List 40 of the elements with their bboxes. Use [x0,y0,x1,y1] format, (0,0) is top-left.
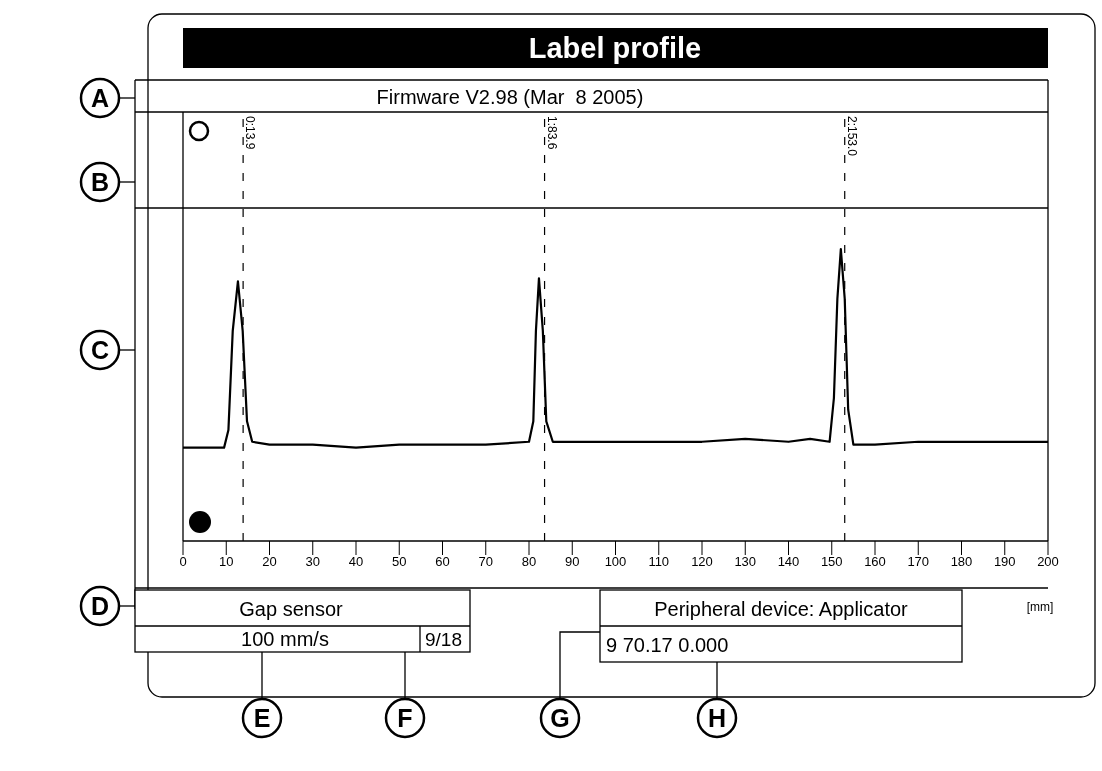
text: 9 70.17 0.000 [606,634,729,656]
x-tick-label: 150 [820,554,843,570]
x-tick-label: 40 [348,554,364,570]
x-tick-label: 50 [392,554,407,570]
chart-title: Label profile [528,32,702,64]
callout-pointer: F [384,651,426,739]
x-tick-label: 170 [907,554,930,570]
x-tick-label: 180 [950,554,973,570]
x-tick-label: 70 [478,554,493,570]
x-tick-label: 160 [864,554,886,570]
x-tick-label: 130 [734,554,757,570]
callout-pointer: E [241,651,283,739]
text: Peripheral device: Applicator [654,598,909,620]
x-tick-label: 90 [565,554,580,570]
callout-pointer: C [79,329,136,371]
text: 9/18 [425,629,462,650]
x-tick-label: 110 [648,554,670,570]
chart-subtitle: Firmware V2.98 (Mar 8 2005) [376,86,644,108]
x-tick-label: 120 [691,554,713,570]
callout-pointer: B [79,161,136,203]
text: Gap sensor [239,598,344,620]
x-tick-label: 20 [262,554,277,570]
x-tick-label: 0 [179,554,187,570]
ref-line-label: 2:153.0 [844,116,859,157]
x-tick-label: 10 [219,554,234,570]
text: 100 mm/s [241,628,329,650]
callout-pointer: D [79,585,136,627]
x-tick-label: 80 [521,554,537,570]
x-tick-label: 140 [777,554,800,570]
callout-pointer: G [539,631,601,739]
callout-pointer: H [696,661,738,739]
x-tick-label: 190 [993,554,1016,570]
callout-pointer: A [79,77,136,119]
x-tick-label: 100 [604,554,627,570]
ref-line-label: 0:13.9 [243,116,258,150]
x-tick-label: 60 [435,554,450,570]
x-tick-label: 200 [1037,554,1059,570]
ref-line-label: 1:83.6 [544,116,559,150]
x-tick-label: 30 [305,554,320,570]
x-axis-title: [mm] [1026,600,1054,614]
